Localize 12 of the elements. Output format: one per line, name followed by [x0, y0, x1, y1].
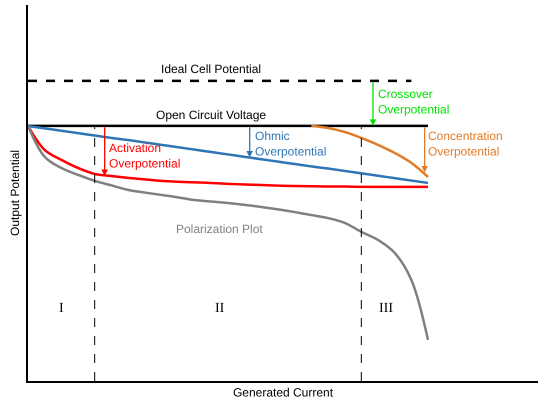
annotation: III: [379, 301, 394, 316]
series-label: Open Circuit Voltage: [156, 108, 266, 122]
x-axis-title: Generated Current: [232, 386, 334, 400]
annotation: Ohmic Overpotential: [255, 129, 326, 159]
annotation: Crossover Overpotential: [378, 87, 450, 117]
annotation: II: [215, 301, 225, 316]
series-label: Polarization Plot: [176, 222, 264, 236]
annotation: Concentration Overpotential: [428, 129, 503, 159]
y-axis-title: Output Potential: [8, 150, 22, 236]
annotation: I: [59, 301, 64, 316]
annotation: Activation Overpotential: [109, 141, 180, 171]
series-label: Ideal Cell Potential: [161, 62, 262, 76]
